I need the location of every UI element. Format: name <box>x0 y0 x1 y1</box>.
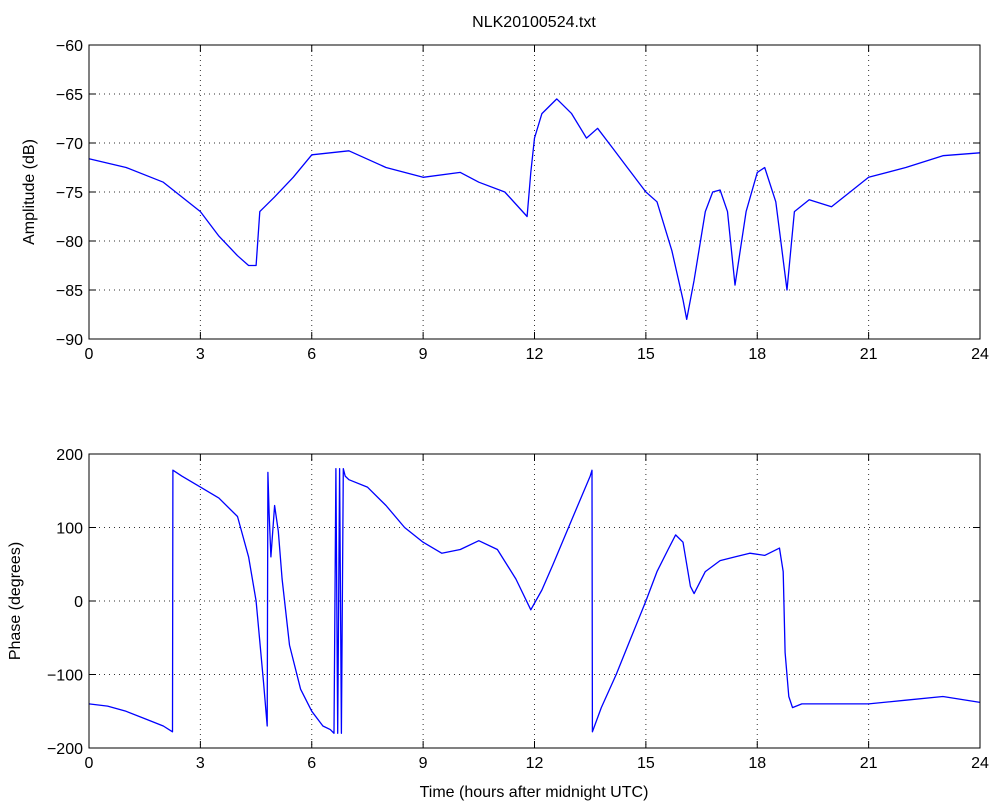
amp-x-tick-label: 24 <box>971 346 989 363</box>
phase-line-layer <box>88 468 981 734</box>
amp-y-tick-label: −85 <box>56 283 83 300</box>
ph-series-line <box>88 468 981 734</box>
amp-y-tick-label: −90 <box>56 332 83 349</box>
amp-x-tick-label: 15 <box>637 346 655 363</box>
ph-x-tick-label: 0 <box>85 755 94 772</box>
amp-y-tick-label: −65 <box>56 87 83 104</box>
amplitude-subplot: 0 3 6 9 12 15 18 21 24 −90 −85 −80 −75 −70 −65 −60 Ampl… <box>21 38 989 363</box>
amp-series-line <box>88 98 981 321</box>
amplitude-grid <box>89 45 980 339</box>
ph-x-tick-label: 9 <box>419 755 428 772</box>
ph-x-tick-label: 15 <box>637 755 655 772</box>
amp-x-tick-label: 3 <box>196 346 205 363</box>
amp-x-tick-label: 0 <box>85 346 94 363</box>
ph-x-tick-label: 21 <box>860 755 878 772</box>
amplitude-y-axis-label: Amplitude (dB) <box>21 139 38 245</box>
ph-y-tick-label: 200 <box>56 447 83 464</box>
figure-title: NLK20100524.txt <box>472 14 596 31</box>
ph-x-tick-label: 24 <box>971 755 989 772</box>
amp-x-tick-label: 21 <box>860 346 878 363</box>
amp-x-tick-label: 12 <box>526 346 544 363</box>
amp-x-tick-label: 9 <box>419 346 428 363</box>
ph-y-tick-label: −100 <box>47 668 83 685</box>
phase-y-axis-label: Phase (degrees) <box>7 542 24 660</box>
amp-y-tick-label: −70 <box>56 136 83 153</box>
amp-y-tick-label: −75 <box>56 185 83 202</box>
phase-subplot: 0 3 6 9 12 15 18 21 24 −200 −100 0 100 200 Phase (deg… <box>7 447 989 801</box>
phase-x-axis-label: Time (hours after midnight UTC) <box>420 784 649 801</box>
amplitude-ticks: 0 3 6 9 12 15 18 21 24 −90 −85 −80 −75 −70 −65 −60 <box>56 38 989 363</box>
ph-y-tick-label: 100 <box>56 521 83 538</box>
phase-ticks: 0 3 6 9 12 15 18 21 24 −200 −100 0 100 200 <box>47 447 989 772</box>
amplitude-line-layer <box>88 98 981 321</box>
ph-x-tick-label: 12 <box>526 755 544 772</box>
phase-grid <box>89 454 980 748</box>
amp-x-tick-label: 18 <box>748 346 766 363</box>
amp-y-tick-label: −80 <box>56 234 83 251</box>
ph-y-tick-label: −200 <box>47 741 83 758</box>
ph-x-tick-label: 3 <box>196 755 205 772</box>
amp-y-tick-label: −60 <box>56 38 83 55</box>
amp-x-tick-label: 6 <box>307 346 316 363</box>
ph-x-tick-label: 18 <box>748 755 766 772</box>
ph-y-tick-label: 0 <box>74 594 83 611</box>
ph-x-tick-label: 6 <box>307 755 316 772</box>
